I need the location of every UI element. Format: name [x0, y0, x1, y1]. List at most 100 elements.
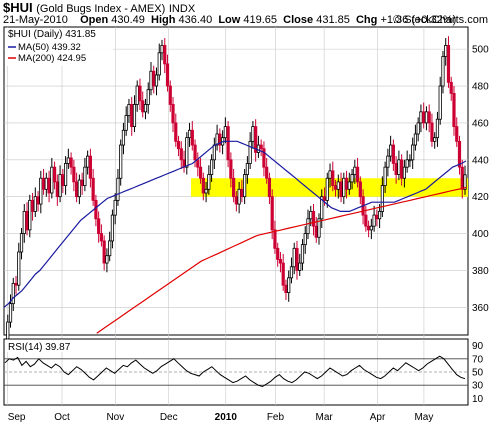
rsi-xtick-label: Oct [54, 412, 70, 423]
symbol: $HUI [3, 0, 33, 15]
price-candle-body [14, 282, 18, 286]
price-candle-body [105, 255, 109, 264]
price-candle-body [119, 144, 123, 179]
chg-value: +1.36 (+0.32%) [380, 14, 457, 26]
rsi-xtick-label: Feb [267, 412, 285, 423]
price-candle-body [380, 185, 384, 212]
price-candle-body [446, 45, 451, 83]
price-candle-body [154, 74, 159, 87]
price-candle-body [331, 170, 335, 187]
price-candle-body [171, 104, 175, 124]
price-candle-body [364, 214, 368, 227]
price-candle-body [25, 211, 29, 231]
price-candle-body [201, 177, 205, 194]
price-candle-body [419, 111, 423, 124]
ma200-line [96, 186, 467, 334]
price-candle-body [400, 159, 404, 179]
price-candle-body [116, 177, 120, 201]
price-candle-body [204, 188, 208, 194]
price-candle-body [311, 211, 316, 227]
price-ytick-label: 380 [472, 266, 489, 277]
price-candle-body [33, 196, 37, 212]
price-candle-body [157, 52, 161, 76]
rsi-ytick-label: 70 [472, 354, 484, 365]
price-candle-body [17, 251, 21, 286]
exchange: INDX [168, 3, 196, 15]
price-candle-body [165, 63, 170, 87]
price-candle-body [160, 45, 164, 54]
rsi-ytick-label: 10 [472, 394, 484, 405]
price-candle-body [41, 177, 46, 190]
legend-ma200: MA(200) 424.95 [18, 53, 86, 64]
price-candle-body [444, 45, 448, 57]
price-candle-body [146, 89, 150, 105]
price-candle-body [273, 229, 277, 249]
price-candle-body [328, 170, 332, 179]
price-candle-body [187, 129, 192, 139]
price-candle-body [322, 196, 327, 201]
price-candle-body [460, 166, 464, 190]
legend-main: $HUI (Daily) 431.85 [8, 29, 96, 40]
open-value: 430.49 [111, 14, 145, 26]
price-candle-body [378, 211, 382, 220]
price-candle-body [174, 122, 178, 142]
price-candle-body [50, 166, 54, 194]
price-candle-body [463, 174, 467, 190]
price-candle-body [229, 159, 233, 179]
low-label: Low [218, 14, 241, 26]
price-candle-body [278, 258, 283, 264]
price-candle-body [430, 122, 434, 142]
price-candle-body [168, 85, 172, 105]
price-candle-body [303, 233, 307, 246]
quote-line: 21-May-2010 Open 430.49 High 436.40 Low … [3, 14, 456, 26]
price-candle-body [124, 115, 128, 131]
price-candle-body [198, 166, 203, 179]
price-candle-body [138, 85, 142, 102]
price-candle-body [102, 240, 106, 264]
price-candle-body [127, 104, 131, 116]
price-candle-body [223, 126, 227, 139]
price-candle-body [422, 111, 426, 124]
price-candle-body [355, 166, 360, 183]
price-candle-body [342, 177, 346, 198]
price-candle-body [389, 144, 393, 157]
price-candle-body [391, 144, 395, 164]
close-value: 431.85 [316, 14, 350, 26]
rsi-xtick-label: Nov [106, 412, 124, 423]
index-name: (Gold Bugs Index - AMEX) [36, 3, 166, 15]
price-candle-body [94, 199, 98, 220]
price-candle-body [97, 218, 101, 234]
price-candle-body [402, 166, 407, 179]
price-candle-body [113, 199, 117, 216]
price-candle-body [141, 100, 145, 113]
price-candle-body [19, 233, 24, 253]
price-candle-body [372, 214, 376, 227]
quote-date: 21-May-2010 [3, 14, 68, 26]
price-candle-body [240, 188, 244, 198]
price-candle-body [339, 181, 343, 198]
price-candle-body [287, 277, 291, 293]
price-candle-body [438, 85, 442, 120]
price-candle-body [190, 129, 194, 146]
price-candle-body [284, 284, 288, 293]
price-candle-body [300, 244, 305, 264]
legend-ma50: MA(50) 439.32 [18, 42, 81, 53]
price-candle-body [72, 166, 76, 183]
price-candle-body [350, 174, 354, 183]
price-candle-body [58, 174, 62, 198]
price-candle-body [66, 157, 70, 164]
price-candle-body [267, 177, 272, 198]
price-candle-body [135, 85, 139, 105]
rsi-xtick-label: Dec [160, 412, 178, 423]
price-candle-body [52, 166, 57, 183]
rsi-ytick-label: 50 [472, 368, 484, 379]
price-candle-body [455, 126, 459, 142]
price-candle-body [83, 166, 87, 187]
price-candle-body [325, 177, 329, 201]
price-candle-body [110, 214, 115, 242]
rsi-line [4, 355, 466, 388]
price-candle-body [254, 126, 258, 153]
price-candle-body [212, 144, 216, 161]
price-candle-body [309, 211, 313, 220]
price-candle-body [77, 179, 81, 198]
